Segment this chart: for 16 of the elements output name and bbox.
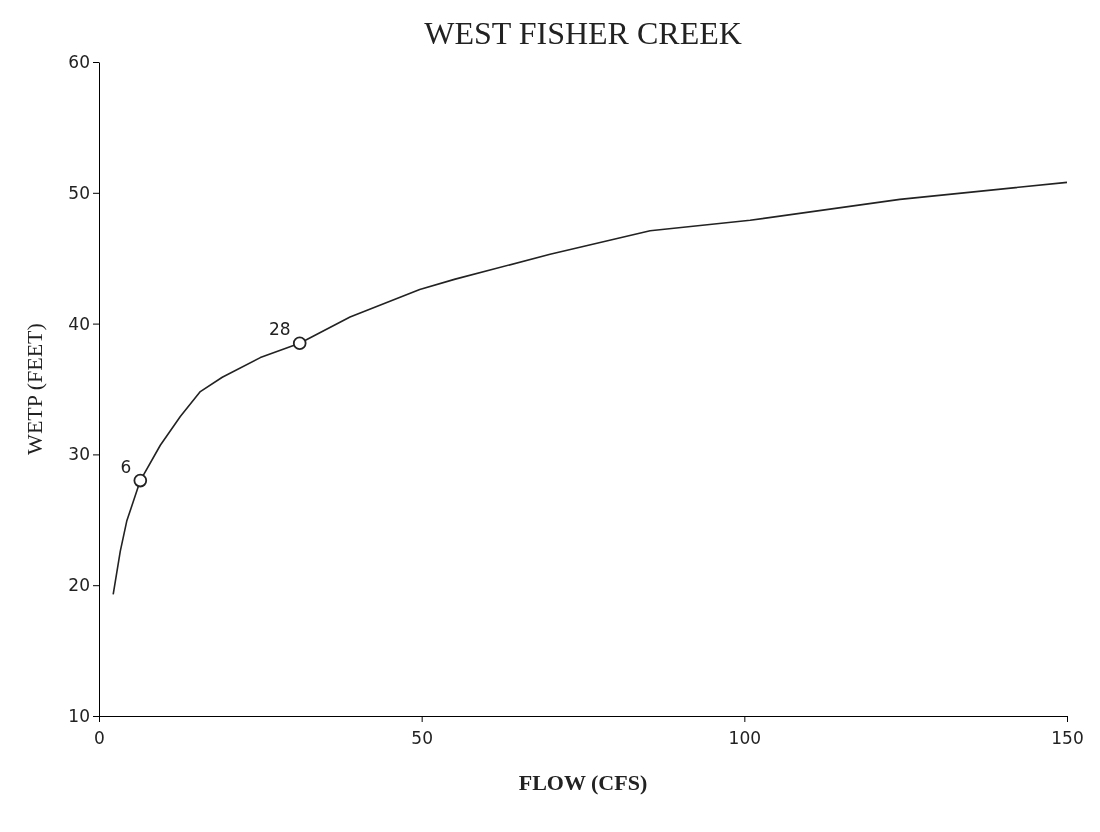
x-tick-label: 0 xyxy=(94,727,105,748)
y-tick-label: 20 xyxy=(68,575,90,596)
y-tick-label: 50 xyxy=(68,182,90,203)
annotation: 6 xyxy=(120,456,132,477)
line-series xyxy=(112,181,1068,596)
annotation: 28 xyxy=(269,319,291,340)
y-tick-label: 10 xyxy=(68,705,90,726)
y-tick-label: 30 xyxy=(68,444,90,465)
x-tick-label: 50 xyxy=(411,727,433,748)
y-axis-title: WETP (FEET) xyxy=(22,323,47,455)
y-tick-label: 60 xyxy=(68,51,90,72)
x-tick-label: 100 xyxy=(728,727,762,748)
chart-title: WEST FISHER CREEK xyxy=(424,15,742,51)
x-axis-title: FLOW (CFS) xyxy=(518,770,648,795)
x-tick-label: 150 xyxy=(1051,727,1084,748)
y-tick-label: 40 xyxy=(68,313,90,334)
